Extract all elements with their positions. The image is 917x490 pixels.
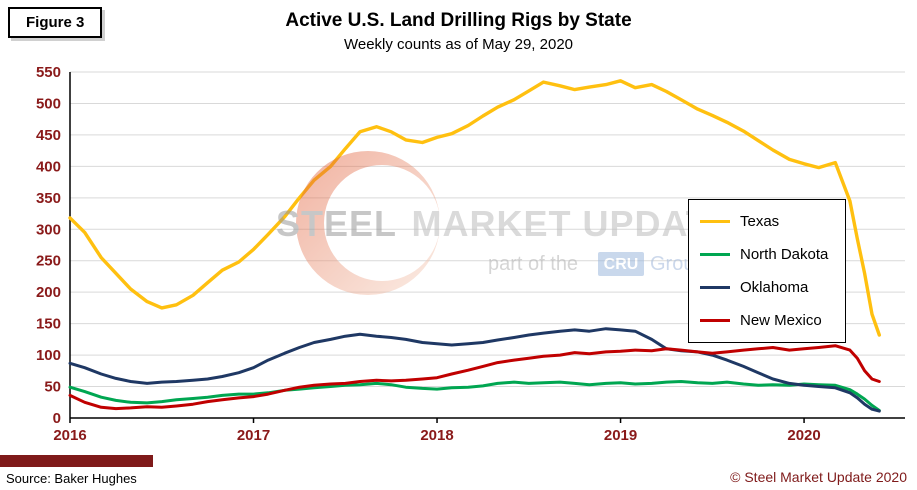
x-tick-label: 2017 [237,427,270,444]
y-tick-label: 500 [36,95,61,112]
legend-line-swatch [700,253,730,256]
copyright-note: © Steel Market Update 2020 [730,469,907,485]
legend: Texas North Dakota Oklahoma New Mexico [688,199,846,343]
x-tick-label: 2020 [787,427,820,444]
y-tick-label: 350 [36,190,61,207]
source-note: Source: Baker Hughes [6,471,137,486]
legend-label: Oklahoma [740,279,809,296]
x-tick-label: 2018 [420,427,453,444]
y-tick-label: 250 [36,253,61,270]
y-tick-label: 300 [36,221,61,238]
y-tick-label: 0 [53,410,61,427]
legend-item-north-dakota: North Dakota [689,238,845,271]
y-tick-label: 550 [36,64,61,81]
legend-label: Texas [740,213,780,230]
y-tick-label: 200 [36,284,61,301]
chart-subtitle: Weekly counts as of May 29, 2020 [343,36,573,53]
series-line-oklahoma [68,327,881,413]
series-line-new-mexico [68,344,881,411]
legend-label: North Dakota [740,246,829,263]
y-tick-label: 450 [36,127,61,144]
footer-brand-bar [0,455,153,467]
legend-label: New Mexico [740,312,822,329]
figure-label: Figure 3 [8,7,103,38]
legend-line-swatch [700,220,730,223]
y-tick-label: 50 [44,379,61,396]
legend-line-swatch [700,319,730,322]
legend-item-texas: Texas [689,205,845,238]
chart-title: Active U.S. Land Drilling Rigs by State [285,10,632,31]
y-tick-label: 400 [36,158,61,175]
legend-item-new-mexico: New Mexico [689,304,845,337]
y-tick-label: 150 [36,316,61,333]
x-tick-label: 2019 [604,427,637,444]
chart-canvas: 0 50 100 150 200 250 300 350 400 450 500 550 2016 201… [36,64,905,444]
y-tick-label: 100 [36,347,61,364]
series-line-north-dakota [68,380,881,412]
series-line-texas [68,79,881,337]
x-tick-label: 2016 [53,427,86,444]
legend-line-swatch [700,286,730,289]
legend-item-oklahoma: Oklahoma [689,271,845,304]
